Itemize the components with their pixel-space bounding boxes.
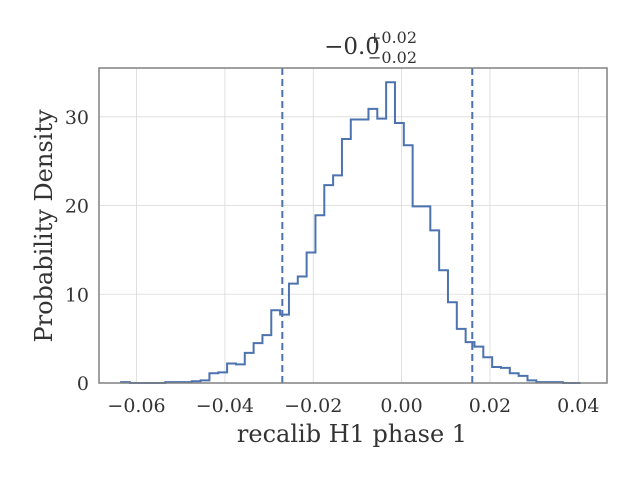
- plot-content: [120, 68, 581, 384]
- x-tick-label: 0.02: [469, 395, 511, 417]
- x-axis-ticks: −0.06 −0.04 −0.02 0.00 0.02 0.04: [107, 395, 599, 417]
- y-tick-label: 20: [65, 196, 89, 218]
- x-tick-label: −0.04: [196, 395, 254, 417]
- y-tick-label: 0: [77, 373, 89, 395]
- histogram-step-series: [120, 81, 581, 384]
- y-tick-label: 30: [65, 107, 89, 129]
- y-axis-label: Probability Density: [30, 109, 58, 343]
- x-axis-label: recalib H1 phase 1: [237, 420, 467, 448]
- x-tick-label: 0.04: [557, 395, 599, 417]
- grid-lines: [99, 68, 607, 384]
- x-tick-label: 0.00: [380, 395, 422, 417]
- x-tick-label: −0.06: [107, 395, 165, 417]
- y-axis-ticks: 0 10 20 30: [65, 107, 89, 395]
- chart-title: −0.0: [324, 34, 380, 60]
- axes-frame: [98, 67, 608, 384]
- x-tick-label: −0.02: [284, 395, 342, 417]
- title-superscript: +0.02: [368, 28, 417, 47]
- title-main: −0.0: [324, 34, 380, 60]
- title-subscript: −0.02: [368, 48, 417, 67]
- y-tick-label: 10: [65, 284, 89, 306]
